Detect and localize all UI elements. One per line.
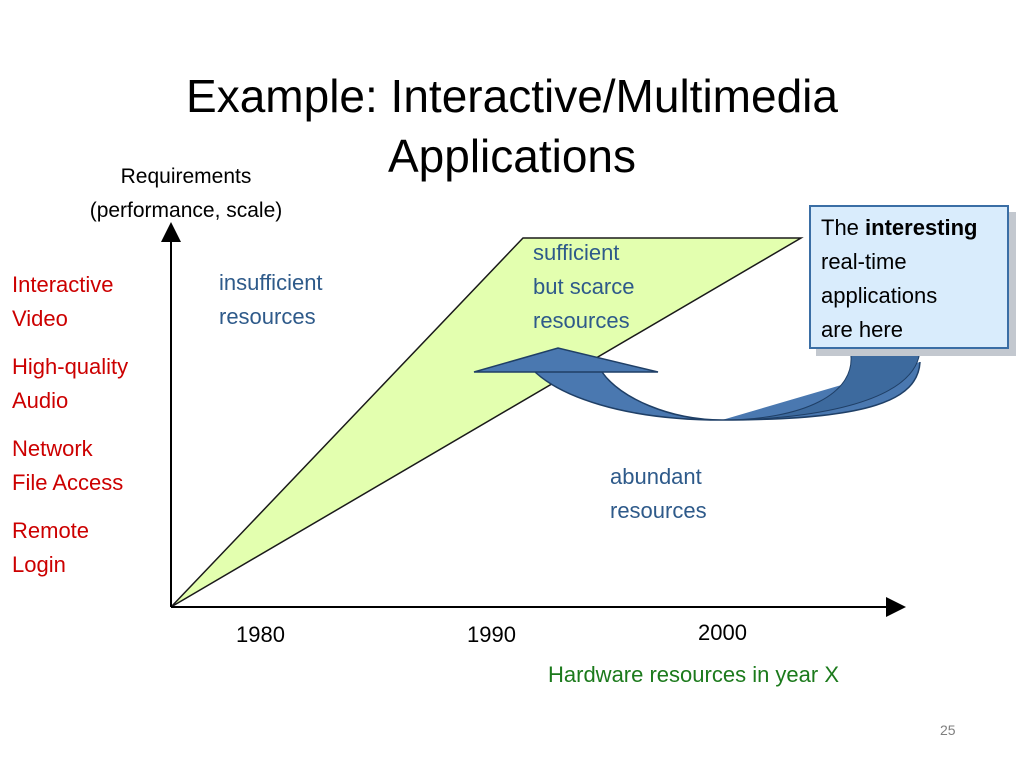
region-insufficient: insufficient resources (219, 266, 323, 334)
app-label-line2: Audio (12, 388, 69, 413)
callout-line1: The interesting (821, 211, 997, 245)
x-tick-1990: 1990 (467, 622, 516, 647)
region-label-line2: resources (219, 304, 316, 329)
app-label-line1: Remote (12, 518, 90, 543)
app-interactive-video: Interactive Video (12, 268, 114, 336)
app-label-line1: High-quality (12, 354, 129, 379)
region-sufficient: sufficient but scarce resources (533, 236, 635, 338)
region-abundant: abundant resources (610, 460, 707, 528)
shift-arrow (473, 347, 921, 421)
app-high-quality-audio: High-quality Audio (12, 350, 128, 418)
region-label-line1: insufficient (219, 270, 323, 295)
sufficient-region-wedge (170, 237, 804, 608)
interesting-apps-callout: The interesting real-time applications a… (809, 205, 1009, 349)
slide-title-line2: Applications (387, 130, 637, 182)
y-axis-label: Requirements (performance, scale) (56, 160, 316, 228)
x-axis-label: Hardware resources in year X (548, 662, 840, 687)
callout-line3: applications (821, 283, 938, 308)
y-axis-label-line2: (performance, scale) (89, 199, 283, 222)
callout-bold: interesting (865, 215, 978, 240)
app-remote-login: Remote Login (12, 514, 89, 582)
x-tick-1980: 1980 (236, 622, 285, 647)
app-network-file-access: Network File Access (12, 432, 123, 500)
app-label-line2: Login (12, 552, 66, 577)
y-axis-label-line1: Requirements (120, 165, 252, 188)
app-label-line2: File Access (12, 470, 124, 495)
slide-title-line1: Example: Interactive/Multimedia (186, 70, 838, 122)
region-label-line3: resources (533, 308, 630, 333)
callout-line2: real-time (821, 249, 907, 274)
slide-title: Example: Interactive/Multimedia Applicat… (0, 66, 1024, 186)
x-tick-2000: 2000 (698, 620, 747, 645)
app-label-line2: Video (12, 306, 68, 331)
page-number: 25 (940, 722, 956, 738)
callout-prefix: The (821, 215, 866, 240)
region-label-line1: sufficient (533, 240, 620, 265)
region-label-line2: but scarce (533, 274, 635, 299)
app-label-line1: Interactive (12, 272, 114, 297)
region-label-line2: resources (610, 498, 707, 523)
region-label-line1: abundant (610, 464, 702, 489)
app-label-line1: Network (12, 436, 93, 461)
shift-arrow-tail (721, 348, 921, 421)
callout-line4: are here (821, 317, 903, 342)
